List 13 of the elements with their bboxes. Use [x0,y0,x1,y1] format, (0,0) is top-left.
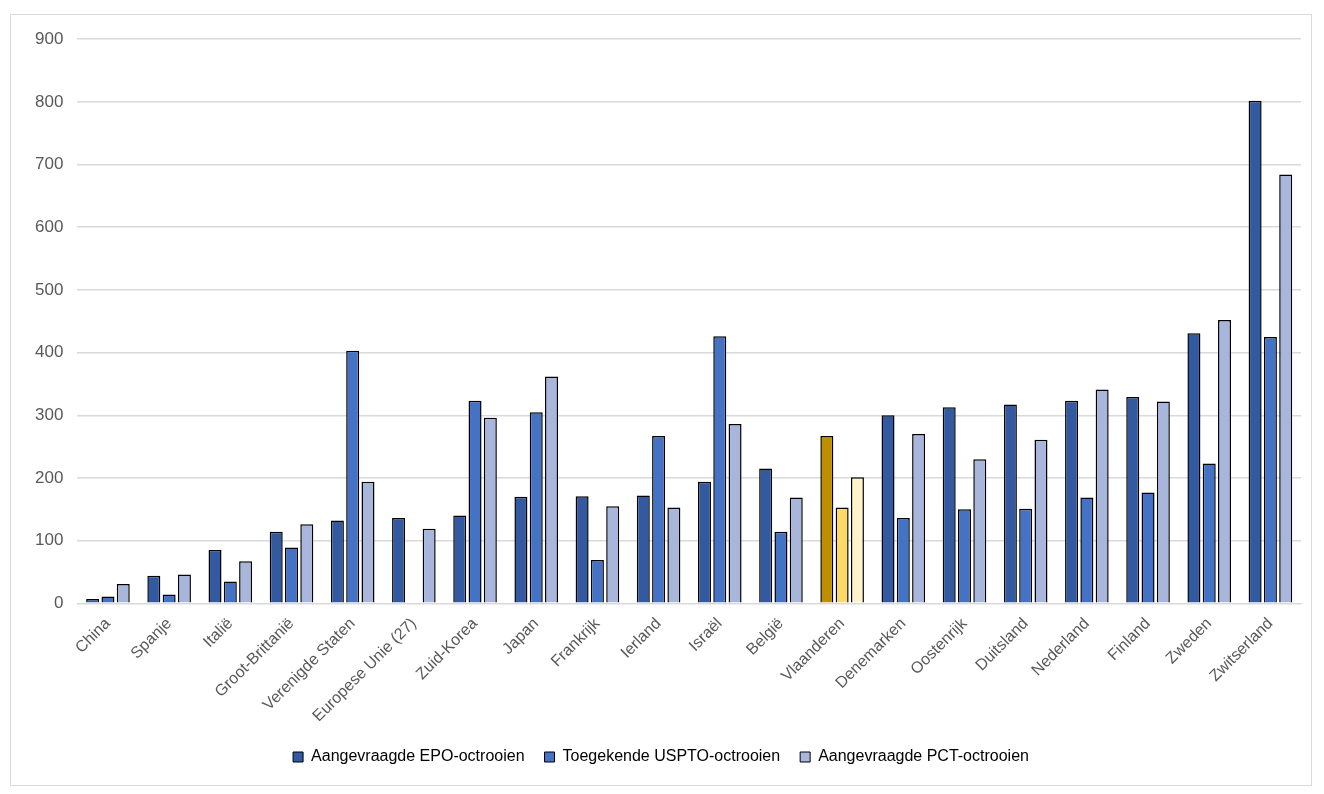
y-tick-label: 600 [34,216,64,236]
legend-label: Toegekende USPTO-octrooien [562,747,781,765]
y-tick-label: 700 [34,154,64,174]
y-tick-label: 300 [34,404,64,424]
y-tick-label: 800 [34,91,64,111]
y-tick-label: 900 [34,28,64,48]
legend-label: Aangevraagde PCT-octrooien [818,747,1029,765]
y-tick-label: 400 [34,342,64,362]
legend-label: Aangevraagde EPO-octrooien [311,747,525,765]
y-tick-label: 500 [34,279,64,299]
y-tick-label: 200 [34,467,64,487]
y-tick-label: 100 [34,530,64,550]
y-tick-label: 0 [53,593,64,613]
